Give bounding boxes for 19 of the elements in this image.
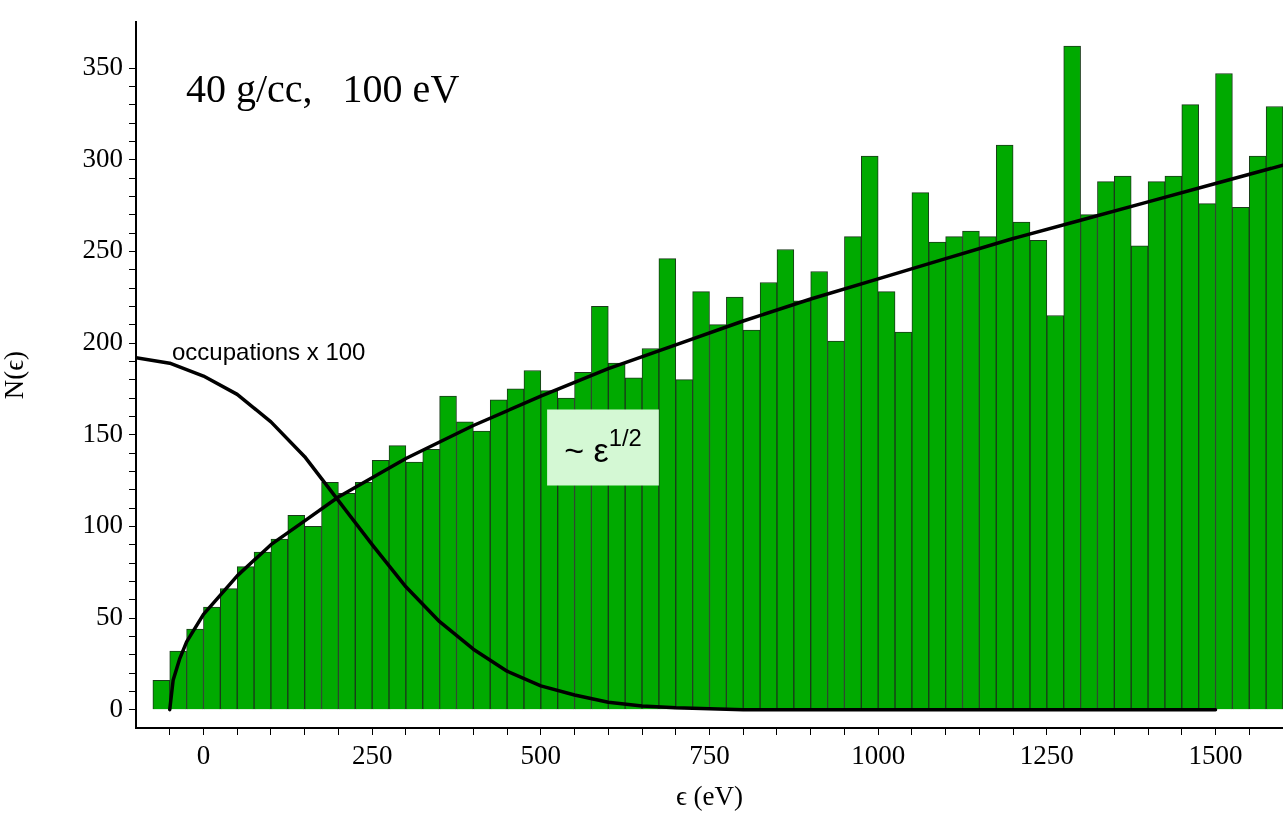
y-tick-label: 0 [109,692,123,723]
y-tick-label: 200 [82,326,123,357]
x-tick-label: 1000 [851,740,906,771]
y-tick-label: 100 [82,509,123,540]
y-tick-label: 50 [96,601,123,632]
y-tick-label: 150 [82,417,123,448]
y-axis-title: N(ϵ) [0,350,30,400]
x-tick-label: 750 [689,740,730,771]
y-tick-label: 350 [82,51,123,82]
x-tick-label: 1500 [1188,740,1243,771]
x-tick-label: 0 [196,740,211,771]
text: 40 g/cc, 100 eV [186,66,460,112]
annotation: occupations x 100 [172,338,366,366]
x-tick-label: 250 [351,740,393,771]
y-tick-label: 300 [82,142,123,173]
x-tick-label: 1250 [1019,740,1074,771]
x-tick-label: 500 [520,740,562,771]
y-tick-label: 250 [82,234,123,265]
x-axis-title: ϵ (eV) [675,780,744,811]
